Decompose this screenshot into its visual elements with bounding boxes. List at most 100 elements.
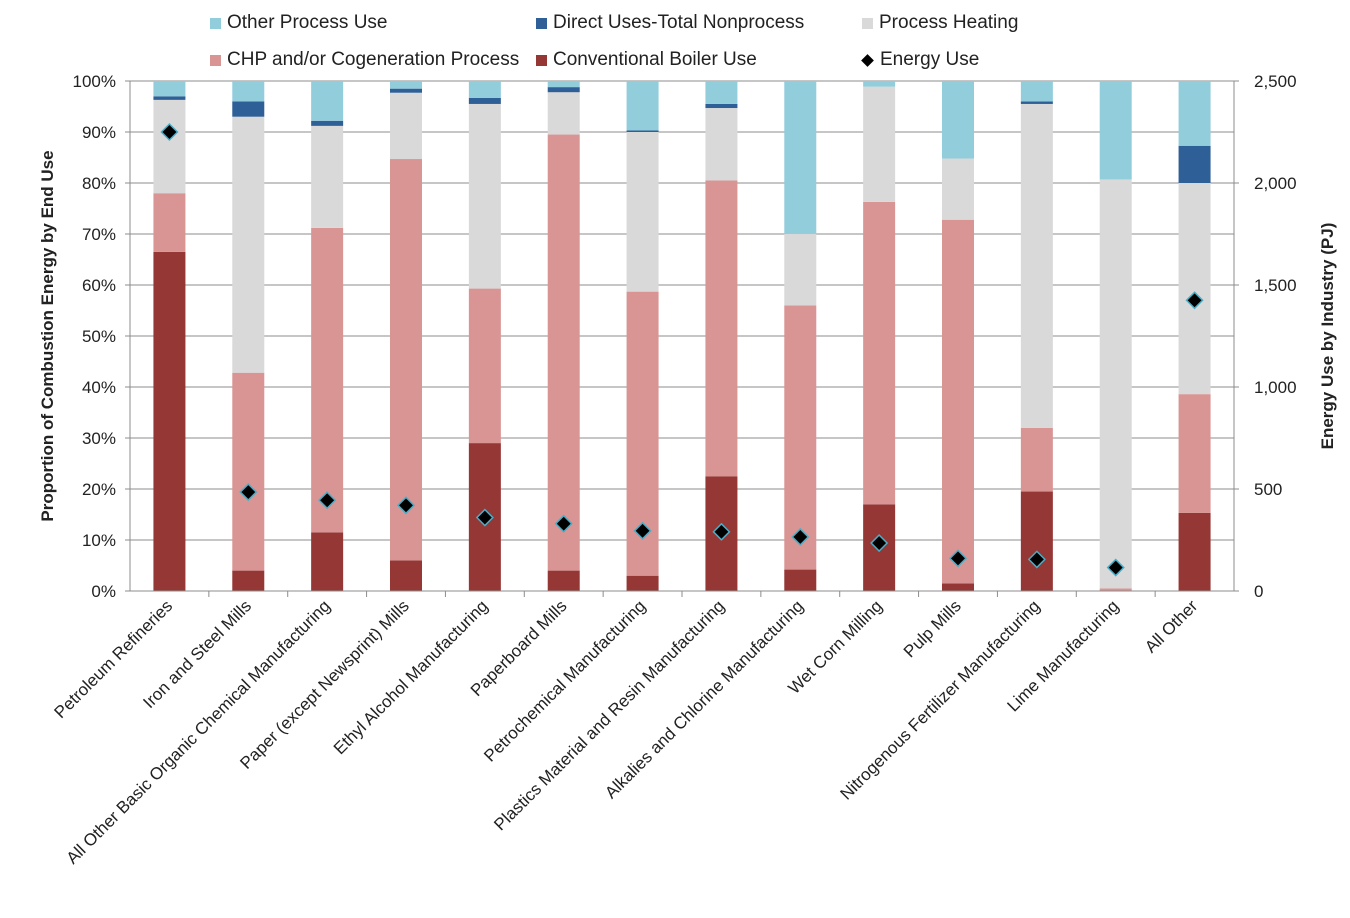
bar-direct-uses-total-nonprocess xyxy=(1020,101,1053,104)
legend-item-process-heating: Process Heating xyxy=(862,12,1018,34)
energy-use-marker xyxy=(318,491,337,510)
bar-direct-uses-total-nonprocess xyxy=(390,88,422,93)
bar-direct-uses-total-nonprocess xyxy=(705,103,738,109)
y-tick-label: 60% xyxy=(82,276,116,295)
bar-process-heating xyxy=(784,234,817,306)
bar-process-heating xyxy=(1178,183,1211,395)
bar-conventional-boiler-use xyxy=(153,251,186,591)
bar-other-process-use xyxy=(232,81,265,102)
bar-chp-and-or-cogeneration-process xyxy=(1178,394,1211,513)
legend-swatch-process-heating xyxy=(862,17,873,29)
bar-chp-and-or-cogeneration-process xyxy=(942,219,974,584)
bar-conventional-boiler-use xyxy=(547,570,580,591)
legend-label-energy-use: Energy Use xyxy=(880,49,980,70)
bar-conventional-boiler-use xyxy=(784,569,817,591)
y2-axis-title: Energy Use by Industry (PJ) xyxy=(1318,223,1337,450)
energy-use-marker xyxy=(791,527,810,547)
bar-process-heating xyxy=(468,103,501,289)
bar-other-process-use xyxy=(705,81,738,104)
bar-process-heating xyxy=(863,86,896,202)
bar-direct-uses-total-nonprocess xyxy=(626,130,659,132)
y2-tick-label: 2,500 xyxy=(1254,72,1297,91)
bar-conventional-boiler-use xyxy=(311,532,344,591)
bar-conventional-boiler-use xyxy=(626,575,659,591)
bar-other-process-use xyxy=(468,81,501,98)
y-tick-label: 40% xyxy=(82,378,116,397)
legend-label-conventional-boiler: Conventional Boiler Use xyxy=(553,49,757,70)
bar-chp-and-or-cogeneration-process xyxy=(705,180,738,477)
legend-swatch-conventional-boiler xyxy=(536,54,547,66)
bar-other-process-use xyxy=(784,81,817,234)
bar-process-heating xyxy=(705,108,738,181)
y-tick-label: 70% xyxy=(82,225,116,244)
axes xyxy=(125,80,1239,597)
energy-use-marker xyxy=(948,549,968,568)
bar-chp-and-or-cogeneration-process xyxy=(1020,427,1053,492)
energy-use-marker xyxy=(1027,550,1046,569)
y-tick-label: 30% xyxy=(82,429,116,448)
legend-item-chp: CHP and/or Cogeneration Process xyxy=(210,49,519,71)
bar-process-heating xyxy=(547,92,580,135)
energy-use-marker xyxy=(475,508,494,527)
legend-label-other-process-use: Other Process Use xyxy=(227,12,388,33)
y2-tick-label: 0 xyxy=(1254,582,1263,601)
bar-other-process-use xyxy=(1020,81,1053,102)
bar-chp-and-or-cogeneration-process xyxy=(863,201,896,505)
bar-other-process-use xyxy=(311,81,344,121)
legend-item-other-process-use: Other Process Use xyxy=(210,12,388,34)
bar-other-process-use xyxy=(626,81,659,131)
y2-tick-label: 2,000 xyxy=(1254,174,1297,193)
bar-chp-and-or-cogeneration-process xyxy=(311,227,344,533)
energy-use-marker xyxy=(1185,291,1204,310)
bar-process-heating xyxy=(311,125,344,228)
legend-swatch-chp xyxy=(210,54,221,66)
bar-other-process-use xyxy=(390,81,422,89)
bar-chp-and-or-cogeneration-process xyxy=(1099,588,1132,591)
energy-use-marker xyxy=(160,122,179,142)
y-tick-label: 80% xyxy=(82,174,116,193)
bar-process-heating xyxy=(1020,103,1053,428)
x-tick-label: Pulp Mills xyxy=(900,596,965,661)
bar-other-process-use xyxy=(547,81,580,88)
bar-process-heating xyxy=(390,92,422,160)
energy-use-marker xyxy=(712,522,731,541)
y-tick-label: 50% xyxy=(82,327,116,346)
bar-other-process-use xyxy=(1099,81,1132,180)
bar-chp-and-or-cogeneration-process xyxy=(468,288,501,444)
bar-conventional-boiler-use xyxy=(1020,491,1053,591)
y-tick-label: 100% xyxy=(73,72,116,91)
y-tick-label: 10% xyxy=(82,531,116,550)
x-tick-label: Ethyl Alcohol Manufacturing xyxy=(330,596,492,758)
bar-other-process-use xyxy=(942,81,974,159)
bar-process-heating xyxy=(232,116,265,373)
bar-conventional-boiler-use xyxy=(390,560,422,591)
bar-direct-uses-total-nonprocess xyxy=(1178,145,1211,183)
y-axis-title: Proportion of Combustion Energy by End U… xyxy=(38,150,57,521)
bar-process-heating xyxy=(1099,179,1132,589)
y2-tick-label: 500 xyxy=(1254,480,1282,499)
bar-direct-uses-total-nonprocess xyxy=(468,97,501,104)
energy-use-marker xyxy=(554,514,573,533)
bar-process-heating xyxy=(153,99,186,194)
bar-chp-and-or-cogeneration-process xyxy=(390,159,422,561)
legend-label-process-heating: Process Heating xyxy=(879,12,1019,33)
energy-use-marker xyxy=(239,482,258,502)
bar-direct-uses-total-nonprocess xyxy=(232,101,265,117)
bar-other-process-use xyxy=(153,81,186,97)
y2-tick-label: 1,000 xyxy=(1254,378,1297,397)
y-tick-label: 90% xyxy=(82,123,116,142)
y-tick-label: 0% xyxy=(91,582,116,601)
y-tick-label: 20% xyxy=(82,480,116,499)
bar-conventional-boiler-use xyxy=(942,583,974,591)
gridlines xyxy=(130,80,1234,541)
energy-use-markers xyxy=(160,122,1204,577)
bar-chp-and-or-cogeneration-process xyxy=(784,305,817,570)
legend-swatch-other-process-use xyxy=(210,17,221,29)
legend-item-conventional-boiler: Conventional Boiler Use xyxy=(536,49,757,71)
bar-direct-uses-total-nonprocess xyxy=(547,87,580,93)
bar-other-process-use xyxy=(1178,81,1211,146)
legend-swatch-direct-uses xyxy=(536,17,547,29)
legend-item-direct-uses: Direct Uses-Total Nonprocess xyxy=(536,12,804,34)
bar-conventional-boiler-use xyxy=(1178,512,1211,591)
bar-process-heating xyxy=(942,158,974,220)
